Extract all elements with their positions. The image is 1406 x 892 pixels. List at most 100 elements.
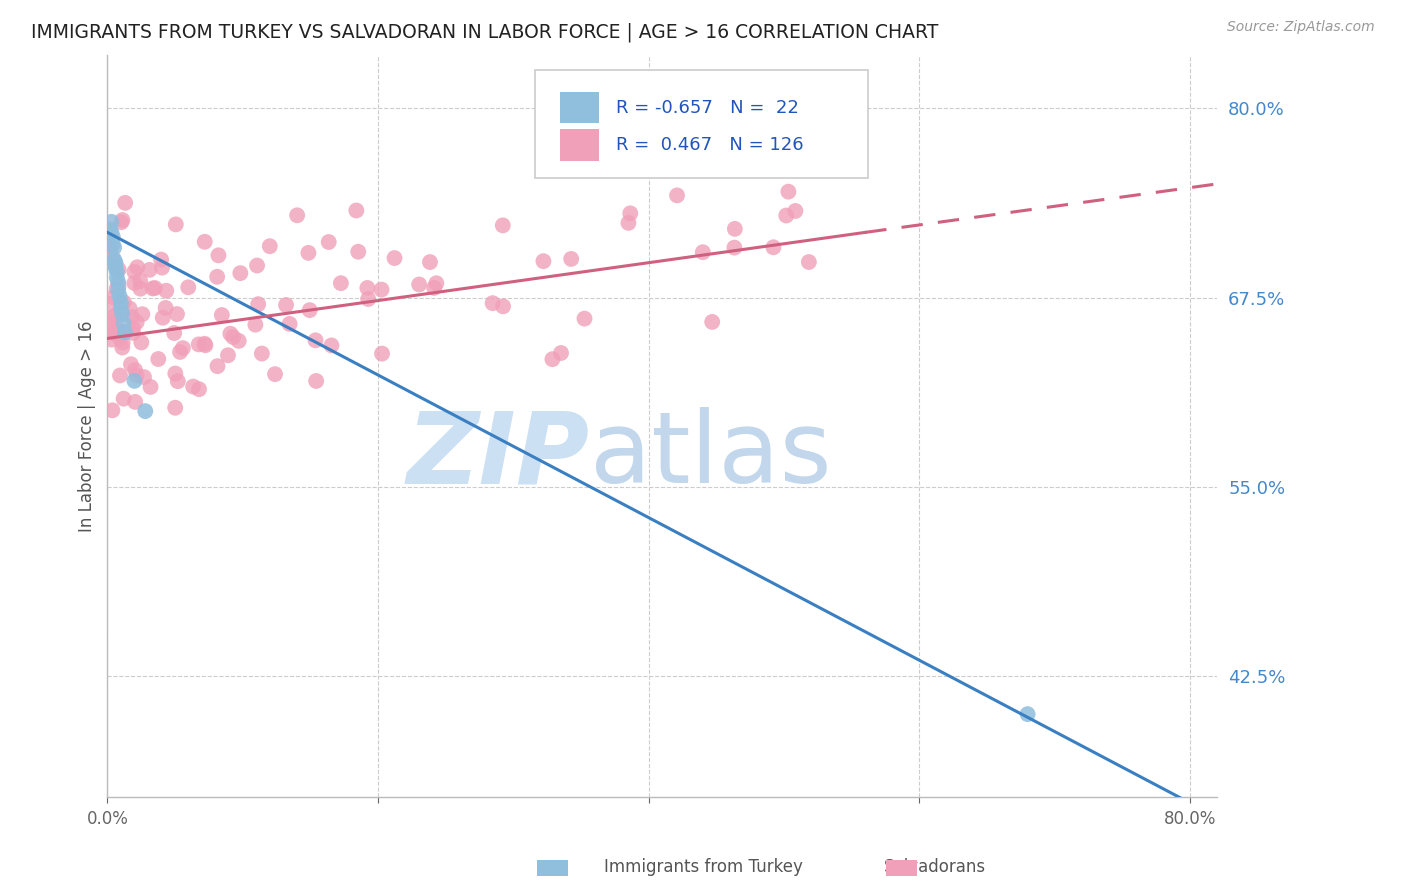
Point [188, 382, 211, 396]
Point [1017, 707, 1039, 722]
Point [110, 215, 132, 229]
Text: Salvadorans: Salvadorans [884, 858, 986, 876]
Point [298, 303, 321, 318]
Point [574, 311, 596, 326]
Point [205, 269, 228, 284]
Point [124, 265, 146, 279]
Point [112, 316, 135, 330]
Point [112, 325, 135, 339]
Point [619, 206, 641, 220]
Text: atlas: atlas [591, 408, 832, 505]
Point [101, 326, 124, 340]
Point [105, 265, 128, 279]
Point [797, 255, 820, 269]
Point [98, 255, 121, 269]
Point [166, 307, 188, 321]
Point [104, 309, 127, 323]
Point [194, 338, 217, 352]
Point [101, 230, 124, 244]
Point [193, 336, 215, 351]
Point [177, 280, 200, 294]
Point [560, 252, 582, 266]
Point [274, 298, 297, 312]
Point [187, 337, 209, 351]
Point [98, 222, 121, 236]
Point [165, 218, 187, 232]
Point [110, 301, 132, 315]
Point [194, 235, 217, 249]
Point [111, 213, 134, 227]
Point [617, 216, 640, 230]
Point [211, 308, 233, 322]
Point [721, 150, 744, 164]
Y-axis label: In Labor Force | Age > 16: In Labor Force | Age > 16 [79, 320, 96, 532]
Point [278, 317, 301, 331]
Point [666, 188, 689, 202]
Point [100, 316, 122, 330]
Point [108, 289, 131, 303]
Point [138, 263, 160, 277]
Point [329, 276, 352, 290]
Point [114, 195, 136, 210]
Point [131, 335, 153, 350]
Point [101, 333, 124, 347]
Point [139, 380, 162, 394]
Text: Immigrants from Turkey: Immigrants from Turkey [603, 858, 803, 876]
Point [105, 282, 128, 296]
Point [344, 203, 367, 218]
Point [112, 295, 135, 310]
Point [105, 322, 128, 336]
Point [121, 310, 143, 324]
Point [129, 282, 152, 296]
Point [150, 252, 173, 267]
Point [100, 311, 122, 326]
FancyBboxPatch shape [534, 70, 868, 178]
FancyBboxPatch shape [560, 92, 599, 123]
Point [321, 338, 343, 352]
Point [425, 277, 447, 291]
Point [103, 326, 125, 340]
Point [103, 252, 125, 267]
Point [297, 245, 319, 260]
Point [207, 359, 229, 373]
Point [163, 326, 186, 340]
Point [107, 276, 129, 290]
Point [259, 239, 281, 253]
Point [207, 248, 229, 262]
Point [245, 318, 267, 332]
Point [148, 351, 170, 366]
Point [356, 281, 378, 295]
Point [250, 346, 273, 360]
Point [318, 235, 340, 249]
Point [107, 283, 129, 297]
Point [124, 363, 146, 377]
Point [492, 219, 515, 233]
Point [762, 240, 785, 254]
Text: ZIP: ZIP [408, 408, 591, 505]
Point [541, 352, 564, 367]
Point [142, 281, 165, 295]
Point [104, 255, 127, 269]
Point [531, 254, 554, 268]
Point [110, 295, 132, 310]
Point [181, 379, 204, 393]
Point [155, 284, 177, 298]
Point [723, 241, 745, 255]
Point [305, 374, 328, 388]
Point [775, 209, 797, 223]
Point [125, 315, 148, 329]
Point [143, 281, 166, 295]
Point [105, 270, 128, 285]
Point [229, 266, 252, 280]
Point [246, 259, 269, 273]
Point [111, 307, 134, 321]
Text: IMMIGRANTS FROM TURKEY VS SALVADORAN IN LABOR FORCE | AGE > 16 CORRELATION CHART: IMMIGRANTS FROM TURKEY VS SALVADORAN IN … [31, 22, 938, 42]
Point [122, 321, 145, 335]
Text: R = -0.657   N =  22: R = -0.657 N = 22 [616, 99, 799, 117]
Point [217, 348, 239, 362]
Point [125, 368, 148, 383]
Point [98, 242, 121, 256]
Point [347, 244, 370, 259]
Point [131, 307, 153, 321]
Point [264, 367, 287, 381]
